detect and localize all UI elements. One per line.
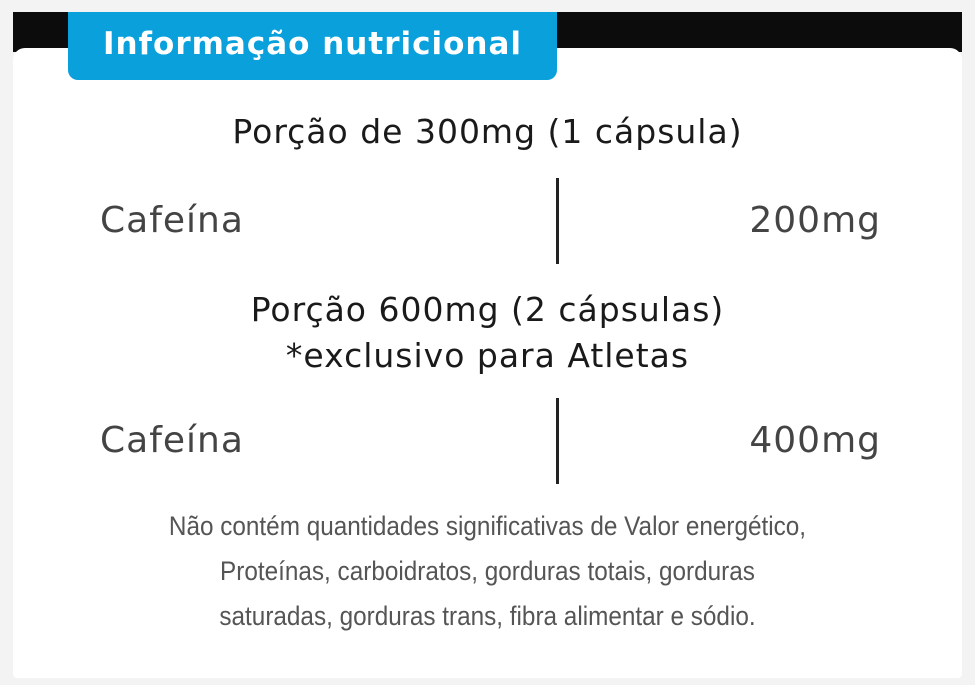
serving-heading-2: Porção 600mg (2 cápsulas) — [250, 290, 725, 329]
serving-heading-1: Porção de 300mg (1 cápsula) — [232, 112, 743, 151]
title-tab: Informação nutricional — [68, 12, 557, 80]
divider — [556, 398, 559, 484]
divider — [556, 178, 559, 264]
footnote-line: saturadas, gorduras trans, fibra aliment… — [219, 601, 756, 631]
nutrient-label: Cafeína — [100, 420, 244, 461]
nutrient-row-1: Cafeína 200mg — [0, 178, 975, 264]
nutrient-row-2: Cafeína 400mg — [0, 398, 975, 484]
nutrient-value: 400mg — [749, 420, 881, 461]
nutrient-label: Cafeína — [100, 200, 244, 241]
serving-subheading-2: *exclusivo para Atletas — [285, 336, 690, 375]
nutrition-panel — [13, 48, 962, 678]
footnote-line: Proteínas, carboidratos, gorduras totais… — [220, 556, 755, 586]
nutrient-value: 200mg — [749, 200, 881, 241]
footnote: Não contém quantidades significativas de… — [49, 504, 927, 639]
footnote-line: Não contém quantidades significativas de… — [168, 511, 807, 541]
